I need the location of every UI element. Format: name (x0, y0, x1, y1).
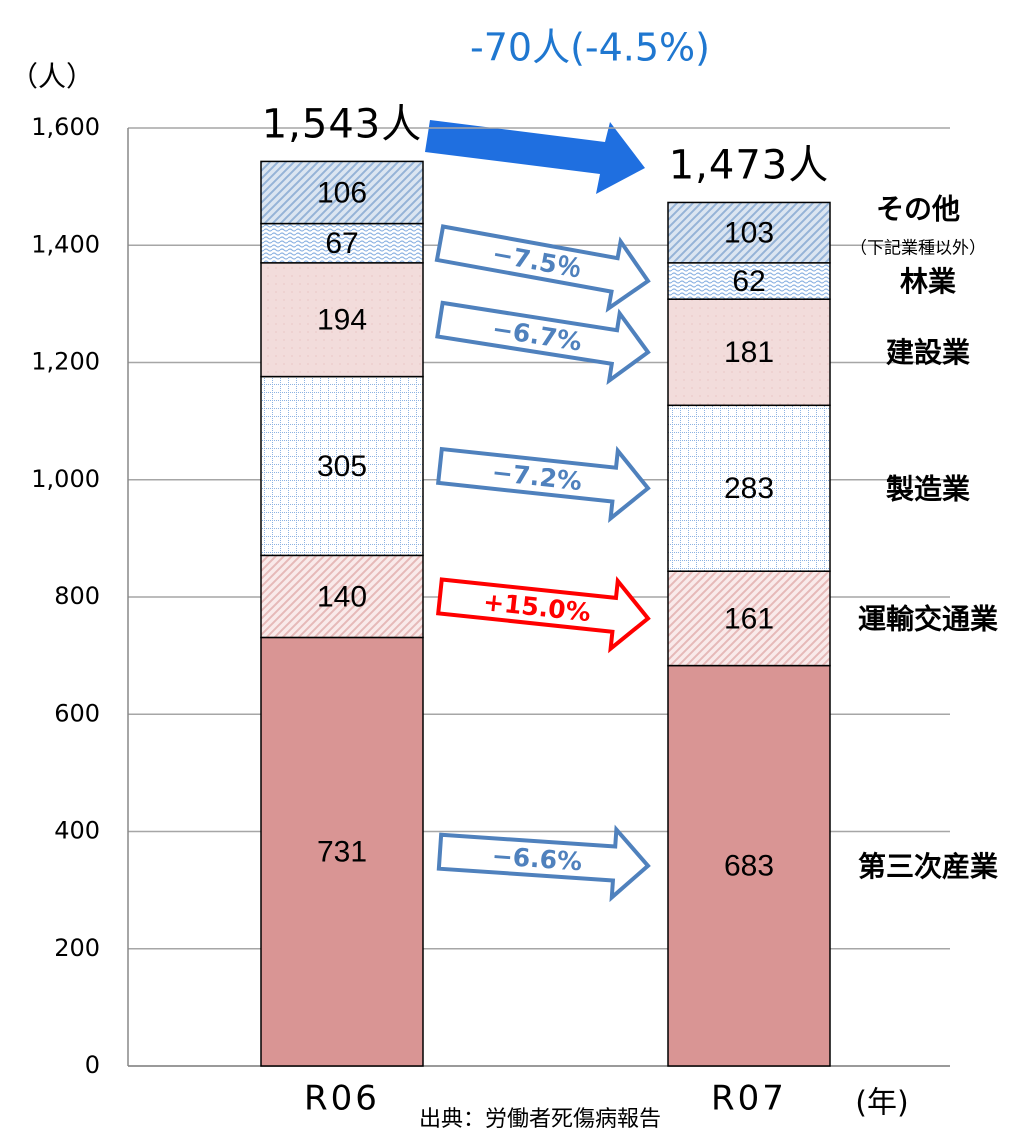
x-tick-label: R06 (304, 1079, 380, 1119)
y-tick-label: 200 (54, 934, 100, 962)
bar-segment (667, 262, 831, 300)
bar-segment (260, 160, 424, 225)
change-arrow: −6.6% (436, 824, 651, 903)
legend-label: 運輸交通業 (858, 602, 998, 635)
legend-label: 製造業 (886, 472, 970, 505)
bar-segment (667, 201, 831, 264)
value-label: 731 (317, 836, 367, 869)
source: 出典：労働者死傷病報告 (419, 1107, 661, 1132)
x-tick-label: R07 (711, 1079, 787, 1119)
legend-label: 林業 (900, 265, 956, 298)
value-label: 305 (317, 450, 367, 483)
bar-segment (667, 664, 831, 1067)
legend-label: 建設業 (886, 336, 970, 369)
total-label: 1,473人 (669, 142, 830, 188)
y-tick-label: 1,600 (31, 113, 100, 141)
arrow-shape (436, 576, 651, 654)
arrow-shape (434, 224, 651, 313)
bar-segment (667, 404, 831, 572)
y-tick-label: 1,000 (31, 465, 100, 493)
chart-title: -70人(-4.5%) (470, 26, 710, 70)
value-label: 67 (325, 227, 358, 260)
y-tick-label: 400 (54, 817, 100, 845)
bar-segment (260, 636, 424, 1067)
value-label: 140 (317, 580, 367, 613)
change-label: −6.6% (491, 841, 583, 876)
bar-segment (260, 375, 424, 557)
arrow-shape (435, 300, 651, 386)
y-tick-label: 0 (85, 1051, 100, 1079)
value-label: 283 (724, 472, 774, 505)
change-arrow: +15.0% (436, 576, 651, 654)
bar-segment (667, 298, 831, 407)
y-tick-label: 1,200 (31, 348, 100, 376)
legend-label: 第三次産業 (858, 850, 998, 883)
value-label: 103 (724, 217, 774, 250)
value-label: 683 (724, 850, 774, 883)
total-label: 1,543人 (262, 101, 423, 147)
value-label: 106 (317, 176, 367, 209)
value-label: 161 (724, 602, 774, 635)
change-arrow: −7.5％ (434, 224, 651, 313)
bar-segment (260, 262, 424, 378)
arrow-shape (436, 824, 651, 903)
value-label: 62 (732, 265, 765, 298)
bar-segment (667, 570, 831, 667)
x-unit-label: (年) (855, 1086, 908, 1121)
y-tick-label: 1,400 (31, 230, 100, 258)
bar-segment (260, 222, 424, 264)
arrow-shape (435, 445, 651, 524)
y-tick-label: 800 (54, 582, 100, 610)
value-label: 181 (724, 336, 774, 369)
legend-note: （下記業種以外） (850, 239, 986, 259)
y-tick-label: 600 (54, 699, 100, 727)
bar-segment (260, 554, 424, 639)
legend-label: その他 (876, 193, 960, 226)
y-axis-label: （人） (10, 60, 94, 93)
total-change-arrow (425, 120, 645, 194)
change-arrow: −7.2% (435, 445, 651, 524)
value-label: 194 (317, 304, 367, 337)
